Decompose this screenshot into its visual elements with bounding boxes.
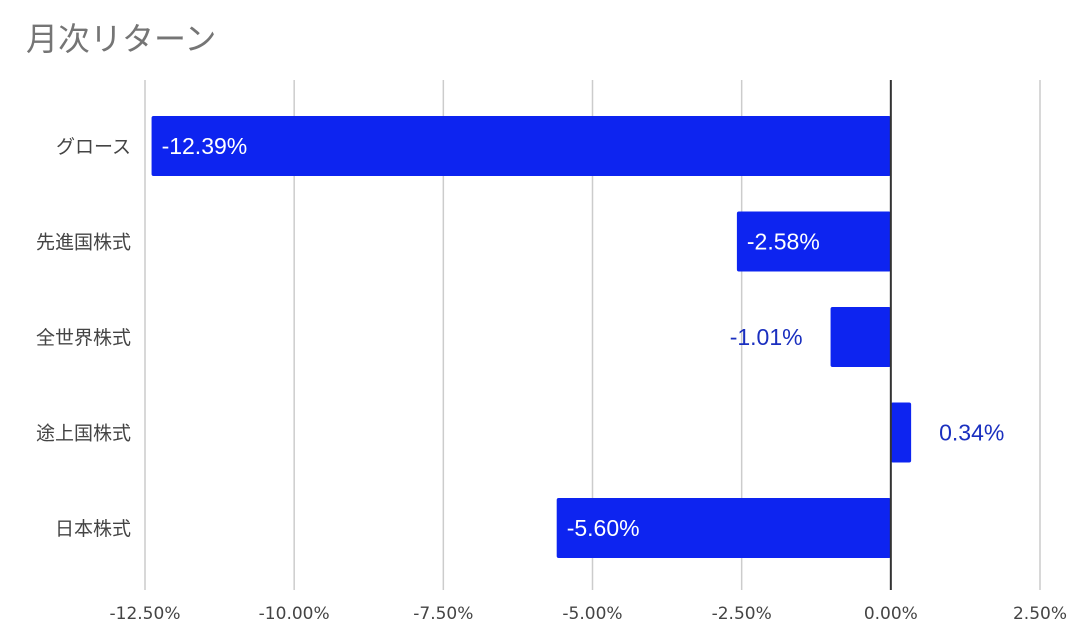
category-label: 日本株式 [55, 518, 131, 540]
value-label: 0.34% [939, 420, 1004, 446]
category-label: 先進国株式 [36, 232, 131, 254]
category-label: グロース [56, 136, 131, 158]
x-tick-label: -12.50% [110, 604, 181, 624]
value-label: -12.39% [162, 133, 248, 159]
value-labels: -12.39% -2.58% -1.01% 0.34% -5.60% [162, 133, 1005, 541]
bar [151, 116, 891, 176]
x-tick-label: -2.50% [712, 604, 772, 624]
bars [151, 80, 912, 590]
value-label: -2.58% [747, 229, 820, 255]
category-label: 全世界株式 [36, 327, 131, 349]
x-tick-label: -10.00% [259, 604, 330, 624]
x-tick-label: -5.00% [562, 604, 622, 624]
category-label: 途上国株式 [36, 423, 131, 445]
value-label: -1.01% [730, 324, 803, 350]
bar [830, 307, 891, 367]
bar [736, 211, 891, 272]
x-tick-labels: -12.50% -10.00% -7.50% -5.00% -2.50% 0.00% 2.5… [110, 604, 1067, 624]
bar [890, 402, 912, 463]
bar [556, 498, 891, 558]
x-tick-label: -7.50% [413, 604, 473, 624]
value-label: -5.60% [567, 515, 640, 541]
x-tick-label: 0.00% [864, 604, 918, 624]
x-tick-label: 2.50% [1013, 604, 1067, 624]
chart-title: 月次リターン [26, 20, 216, 58]
